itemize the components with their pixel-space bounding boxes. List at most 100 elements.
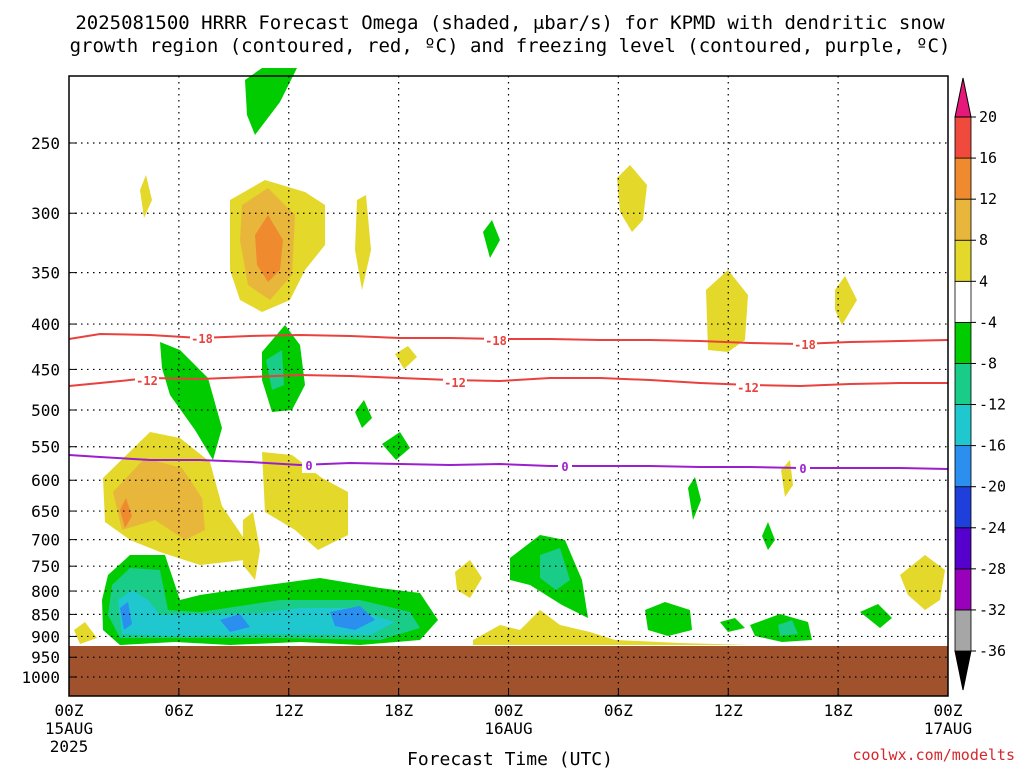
y-tick-label: 450	[31, 360, 60, 379]
omega-region	[720, 618, 745, 632]
colorbar-swatch	[954, 363, 972, 405]
y-tick-label: 600	[31, 471, 60, 490]
colorbar-swatch	[954, 239, 972, 282]
x-tick-label: 18Z	[824, 701, 853, 720]
omega-region	[120, 602, 132, 630]
omega-region	[900, 555, 945, 610]
omega-region	[781, 460, 793, 497]
x-tick-label: 12Z	[714, 701, 743, 720]
colorbar-label: 20	[979, 108, 997, 126]
colorbar-label: -4	[979, 313, 997, 331]
x-tick-label: 17AUG	[924, 719, 972, 738]
colorbar-label: -36	[979, 642, 1006, 660]
contour-label-zero: 0	[561, 460, 568, 474]
colorbar-label: 12	[979, 190, 997, 208]
colorbar-swatch	[954, 198, 972, 241]
contour-line	[68, 373, 948, 388]
y-tick-label: 900	[31, 627, 60, 646]
omega-region	[617, 165, 647, 232]
colorbar-swatch	[954, 404, 972, 447]
omega-region	[540, 548, 570, 590]
colorbar-label: -24	[979, 519, 1006, 537]
colorbar-label: -20	[979, 478, 1006, 496]
colorbar-label: -12	[979, 396, 1006, 414]
colorbar-swatch	[954, 486, 972, 529]
omega-negative-shading	[102, 68, 892, 645]
omega-region	[113, 458, 205, 540]
omega-region	[262, 325, 305, 412]
y-tick-label: 750	[31, 557, 60, 576]
chart-title: 2025081500 HRRR Forecast Omega (shaded, …	[75, 12, 945, 34]
omega-region	[160, 342, 222, 460]
x-tick-label: 06Z	[604, 701, 633, 720]
omega-region	[778, 620, 798, 636]
omega-region	[835, 276, 857, 325]
colorbar-swatch	[954, 609, 972, 652]
y-tick-label: 500	[31, 401, 60, 420]
colorbar-label: -16	[979, 437, 1006, 455]
omega-region	[483, 220, 500, 258]
credit-text: coolwx.com/modelts	[852, 746, 1015, 764]
y-tick-label: 650	[31, 502, 60, 521]
colorbar-label: 16	[979, 149, 997, 167]
omega-region	[706, 270, 748, 352]
colorbar-label: 8	[979, 231, 988, 249]
x-tick-label: 15AUG	[45, 719, 93, 738]
omega-region	[355, 195, 371, 290]
contour-minus-12: -12 -12 -12	[68, 373, 948, 395]
contour-label-zero: 0	[305, 459, 312, 473]
gridlines	[69, 76, 948, 696]
omega-region	[118, 590, 395, 636]
y-tick-label: 250	[31, 134, 60, 153]
x-tick-label: 16AUG	[484, 719, 532, 738]
contour-minus-18: -18 -18 -18	[68, 331, 949, 352]
x-tick-label: 00Z	[55, 701, 84, 720]
colorbar-swatch	[954, 77, 972, 118]
colorbar-swatch	[954, 650, 972, 691]
colorbar-swatch	[954, 568, 972, 611]
y-axis: 250 300 350 400 450 500 550 600 650 700 750 800 850 9…	[21, 134, 77, 687]
colorbar-swatch	[954, 116, 972, 159]
colorbar-label: -8	[979, 354, 997, 372]
colorbar: -36 -32 -28 -24 -20 -16 -12 -8 -4 4 8 12 16 20	[954, 77, 1006, 691]
omega-region	[220, 614, 250, 632]
y-tick-label: 350	[31, 264, 60, 283]
omega-region	[860, 604, 892, 628]
omega-region	[355, 400, 372, 428]
colorbar-label: 4	[979, 272, 988, 290]
omega-region	[455, 560, 482, 598]
omega-positive-shading	[74, 165, 945, 645]
y-tick-label: 700	[31, 531, 60, 550]
colorbar-label: -32	[979, 601, 1006, 619]
omega-region	[245, 68, 297, 135]
x-tick-label: 18Z	[384, 701, 413, 720]
colorbar-swatch	[954, 527, 972, 570]
y-tick-label: 800	[31, 582, 60, 601]
omega-region	[140, 175, 152, 218]
x-tick-label: 06Z	[164, 701, 193, 720]
colorbar-swatch	[954, 321, 972, 364]
contour-freezing-level: 0 0 0	[68, 454, 949, 476]
omega-region	[382, 432, 410, 460]
colorbar-swatch	[954, 157, 972, 200]
omega-region	[645, 602, 692, 636]
y-tick-label: 850	[31, 605, 60, 624]
omega-region	[688, 477, 701, 520]
colorbar-swatch	[954, 280, 972, 323]
colorbar-swatch	[954, 445, 972, 488]
omega-region	[762, 522, 775, 550]
omega-region	[120, 498, 132, 528]
y-tick-label: 1000	[21, 668, 60, 687]
plot-area: -18 -18 -18 -12 -12 -12 0 0 0	[68, 68, 949, 697]
contour-label-minus-12: -12	[136, 374, 158, 388]
colorbar-label: -28	[979, 560, 1006, 578]
contour-label-minus-18: -18	[794, 338, 816, 352]
x-tick-label: 2025	[50, 737, 89, 756]
y-tick-label: 550	[31, 438, 60, 457]
y-tick-label: 400	[31, 315, 60, 334]
contour-label-zero: 0	[799, 462, 806, 476]
omega-region	[74, 622, 97, 644]
omega-region	[266, 350, 284, 390]
